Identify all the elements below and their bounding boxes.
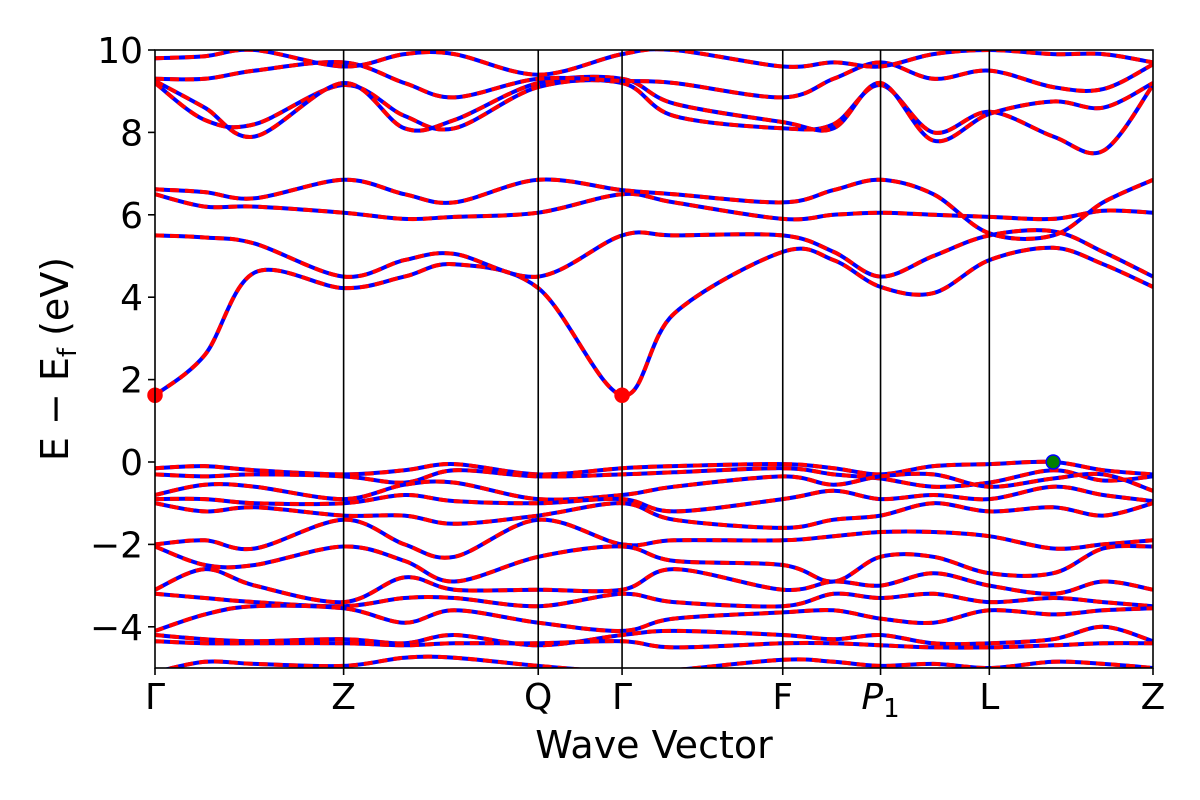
x-tick-label: Γ	[612, 677, 632, 718]
markers-layer	[147, 387, 1061, 470]
band-line	[155, 245, 1153, 398]
band-line-spin-up	[155, 191, 1153, 222]
band-line-spin-up	[155, 639, 1153, 650]
band-line	[163, 654, 1153, 668]
x-tick-label: F	[772, 677, 793, 718]
band-line-spin-up	[155, 177, 1153, 241]
y-tick-label: −2	[90, 525, 143, 566]
x-tick-label: P1	[861, 677, 899, 724]
band-line	[155, 471, 1153, 502]
band-line-spin-down	[155, 245, 1153, 398]
band-line-spin-down	[155, 78, 1153, 156]
band-line-spin-down	[155, 60, 1153, 100]
band-line	[155, 567, 1153, 605]
band-line	[155, 74, 1153, 144]
band-line-spin-up	[155, 624, 1153, 648]
band-line-spin-up	[155, 466, 1153, 489]
x-tick-label: Z	[1141, 677, 1166, 718]
plot-frame	[154, 49, 1154, 669]
x-tick-label-text: Γ	[612, 677, 632, 718]
y-tick-label: −4	[90, 608, 143, 649]
x-tick-label-text: P	[861, 677, 883, 718]
y-tick-label: 8	[120, 113, 143, 154]
band-line	[155, 78, 1153, 156]
x-tick-label: Q	[524, 677, 552, 718]
cbm-marker	[614, 387, 630, 404]
x-ticks-layer: Γ Z Q Γ F P1 L Z	[145, 668, 1165, 724]
band-line-spin-up	[155, 543, 1153, 584]
y-tick-label: 2	[120, 361, 143, 402]
y-tick-label: 6	[120, 196, 143, 237]
band-line-spin-up	[155, 228, 1153, 279]
band-line	[155, 517, 1153, 560]
x-tick-label-text: Z	[331, 677, 356, 718]
x-tick-label-subscript: 1	[883, 694, 900, 724]
band-line-spin-down	[155, 74, 1153, 144]
band-line	[155, 228, 1153, 279]
x-tick-label-text: L	[979, 677, 999, 718]
x-tick-label: L	[979, 677, 999, 718]
band-line	[155, 484, 1153, 514]
band-line	[155, 501, 1153, 530]
bands-layer	[155, 50, 1153, 668]
band-line	[155, 50, 1153, 77]
band-line	[155, 639, 1153, 650]
kpoint-lines-layer	[342, 50, 991, 668]
band-line-spin-up	[155, 517, 1153, 560]
x-tick-label-text: Z	[1141, 677, 1166, 718]
band-line	[155, 624, 1153, 648]
band-line	[155, 177, 1153, 241]
band-line-spin-up	[155, 471, 1153, 502]
y-axis-label: E − Ef (eV)	[33, 257, 83, 461]
x-tick-label-text: Q	[524, 677, 552, 718]
y-axis-label-subscript: f	[53, 347, 83, 357]
y-axis-label-unit: (eV)	[33, 257, 77, 348]
x-tick-label-text: F	[772, 677, 793, 718]
y-axis-label-main: E − E	[33, 357, 77, 461]
band-line	[155, 543, 1153, 584]
vbm-marker	[1045, 454, 1061, 470]
x-tick-label: Γ	[145, 677, 165, 718]
band-line-spin-up	[155, 484, 1153, 514]
band-line	[155, 603, 1153, 633]
y-tick-label: 0	[120, 443, 143, 484]
y-ticks-layer: −4 −2 0 2 4 6 8 10	[90, 31, 155, 649]
band-line-spin-up	[155, 50, 1153, 77]
x-tick-label-text: Γ	[145, 677, 165, 718]
y-tick-label: 4	[120, 278, 143, 319]
band-line-spin-up	[155, 245, 1153, 398]
x-axis-label: Wave Vector	[535, 723, 773, 767]
band-line-spin-up	[155, 501, 1153, 530]
band-line	[155, 60, 1153, 100]
band-line	[155, 466, 1153, 489]
x-tick-label: Z	[331, 677, 356, 718]
band-line-spin-up	[155, 567, 1153, 605]
band-line	[155, 191, 1153, 222]
band-line-spin-up	[155, 78, 1153, 156]
band-line-spin-up	[155, 603, 1153, 633]
band-line-spin-up	[163, 654, 1153, 668]
y-tick-label: 10	[97, 31, 143, 72]
